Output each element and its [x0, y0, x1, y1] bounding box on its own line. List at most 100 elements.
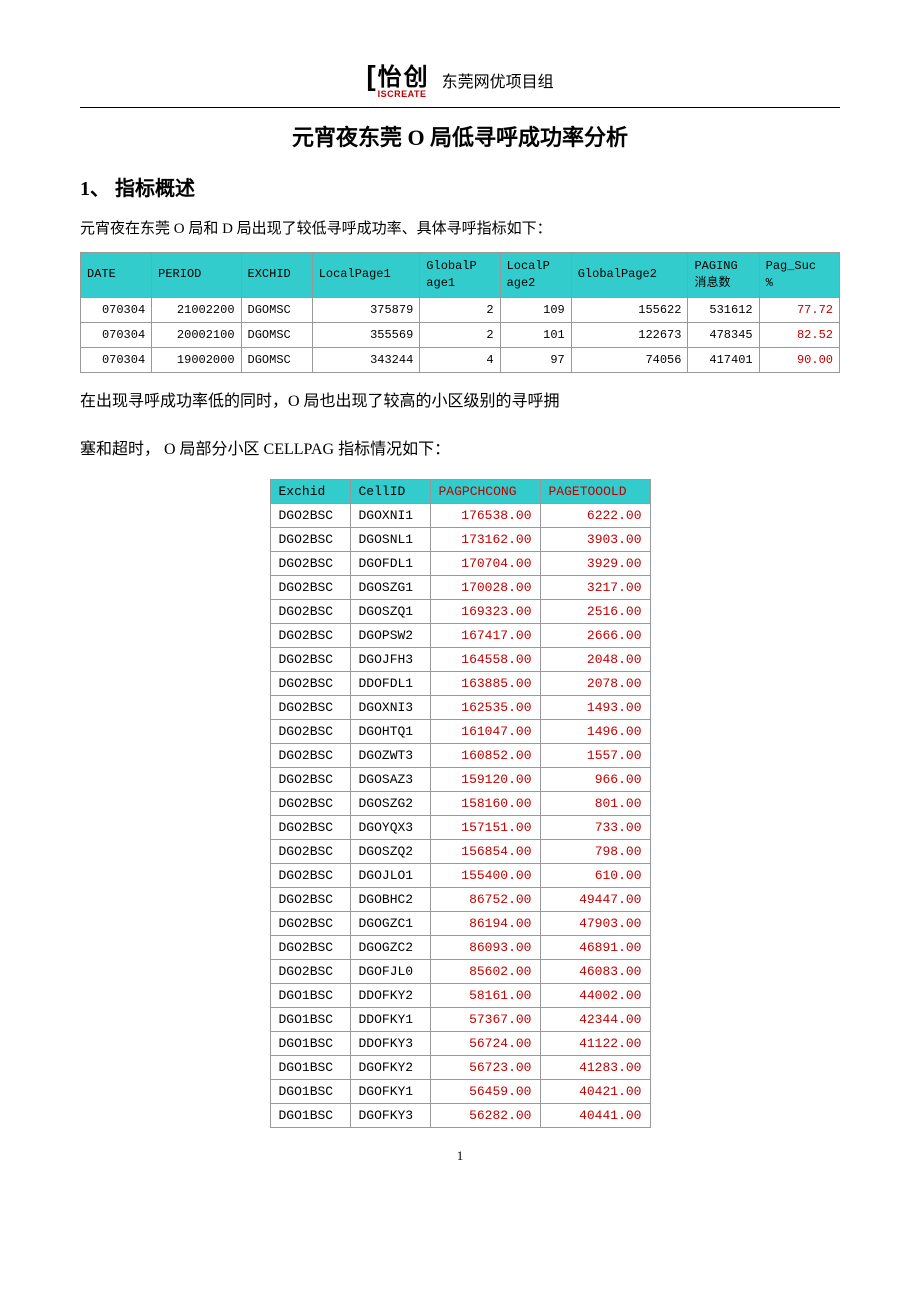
table-cell: 58161.00: [430, 984, 540, 1008]
table-cell: 49447.00: [540, 888, 650, 912]
table-cell: DGO2BSC: [270, 552, 350, 576]
table-cell: DGO2BSC: [270, 696, 350, 720]
table-header-cell: PAGING消息数: [688, 253, 759, 298]
table-header-cell: PAGETOOOLD: [540, 480, 650, 504]
table-cell: 90.00: [759, 347, 839, 372]
table-cell: 85602.00: [430, 960, 540, 984]
table-cell: 2: [420, 322, 500, 347]
table-cell: 56459.00: [430, 1080, 540, 1104]
logo: [ 怡创 ISCREATE: [366, 60, 429, 99]
table-row: DGO1BSCDGOFKY156459.0040421.00: [270, 1080, 650, 1104]
table-cell: DGOSZQ1: [350, 600, 430, 624]
table-cell: DGO2BSC: [270, 864, 350, 888]
table-cell: 2048.00: [540, 648, 650, 672]
table-cell: DGO2BSC: [270, 672, 350, 696]
table-cell: 4: [420, 347, 500, 372]
table-row: DGO2BSCDGOHTQ1161047.001496.00: [270, 720, 650, 744]
table-cell: DGO2BSC: [270, 960, 350, 984]
table-cell: DGOYQX3: [350, 816, 430, 840]
table-header-cell: PAGPCHCONG: [430, 480, 540, 504]
table-cell: 3929.00: [540, 552, 650, 576]
table-cell: DDOFKY1: [350, 1008, 430, 1032]
table-cell: DGO1BSC: [270, 1056, 350, 1080]
table-cell: DGO1BSC: [270, 1080, 350, 1104]
table-cell: 44002.00: [540, 984, 650, 1008]
table-cell: 1493.00: [540, 696, 650, 720]
table-cell: 167417.00: [430, 624, 540, 648]
table-cell: 162535.00: [430, 696, 540, 720]
table-cell: 966.00: [540, 768, 650, 792]
table-header-cell: CellID: [350, 480, 430, 504]
table-row: DGO2BSCDGOPSW2167417.002666.00: [270, 624, 650, 648]
table-cell: DDOFDL1: [350, 672, 430, 696]
table-cell: DGO2BSC: [270, 888, 350, 912]
table-cell: 156854.00: [430, 840, 540, 864]
table-cell: DGO2BSC: [270, 792, 350, 816]
table-cell: 070304: [81, 347, 152, 372]
table-cell: DDOFKY3: [350, 1032, 430, 1056]
table-cell: DGOGZC1: [350, 912, 430, 936]
table-cell: 2078.00: [540, 672, 650, 696]
table-cell: 46891.00: [540, 936, 650, 960]
table-header-cell: LocalPage1: [312, 253, 420, 298]
table-cell: DGO2BSC: [270, 816, 350, 840]
table-cell: DGO1BSC: [270, 1104, 350, 1128]
table-cell: DGOFKY1: [350, 1080, 430, 1104]
table-cell: 56723.00: [430, 1056, 540, 1080]
table-cell: DGO1BSC: [270, 1032, 350, 1056]
table-cell: 355569: [312, 322, 420, 347]
table-cell: 161047.00: [430, 720, 540, 744]
table-cell: DGOXNI1: [350, 504, 430, 528]
table-cell: DGOMSC: [241, 297, 312, 322]
table-cell: 1496.00: [540, 720, 650, 744]
table-cell: 40421.00: [540, 1080, 650, 1104]
table-cell: DGOFDL1: [350, 552, 430, 576]
table-header-cell: PERIOD: [152, 253, 241, 298]
table-cell: 176538.00: [430, 504, 540, 528]
table-cell: 46083.00: [540, 960, 650, 984]
table-cell: 610.00: [540, 864, 650, 888]
table-cell: 070304: [81, 322, 152, 347]
table-cell: 56724.00: [430, 1032, 540, 1056]
table-cell: DGO2BSC: [270, 768, 350, 792]
table-cell: DDOFKY2: [350, 984, 430, 1008]
table-cell: 417401: [688, 347, 759, 372]
table-cell: 478345: [688, 322, 759, 347]
table-cell: 531612: [688, 297, 759, 322]
table-cell: 74056: [571, 347, 688, 372]
table-cell: 1557.00: [540, 744, 650, 768]
table-cell: DGOGZC2: [350, 936, 430, 960]
table-cell: DGOBHC2: [350, 888, 430, 912]
table-cell: 41122.00: [540, 1032, 650, 1056]
logo-en: ISCREATE: [378, 90, 430, 99]
intro-paragraph: 元宵夜在东莞 O 局和 D 局出现了较低寻呼成功率、具体寻呼指标如下：: [80, 213, 840, 246]
section-number: 1、: [80, 178, 110, 200]
table-row: DGO1BSCDDOFKY157367.0042344.00: [270, 1008, 650, 1032]
table-cell: DGO2BSC: [270, 912, 350, 936]
logo-bracket-icon: [: [366, 60, 375, 92]
table-cell: DGO1BSC: [270, 984, 350, 1008]
table-cell: 798.00: [540, 840, 650, 864]
table-row: DGO2BSCDGOFJL085602.0046083.00: [270, 960, 650, 984]
table-cell: 41283.00: [540, 1056, 650, 1080]
table-cell: 109: [500, 297, 571, 322]
table-header-cell: DATE: [81, 253, 152, 298]
logo-text: 怡创 ISCREATE: [378, 66, 430, 99]
table-cell: 163885.00: [430, 672, 540, 696]
table-cell: 3217.00: [540, 576, 650, 600]
table-cell: DGO2BSC: [270, 624, 350, 648]
table-cell: 77.72: [759, 297, 839, 322]
table-row: DGO1BSCDDOFKY356724.0041122.00: [270, 1032, 650, 1056]
table-cell: 070304: [81, 297, 152, 322]
table-cell: DGOMSC: [241, 347, 312, 372]
table-cell: 173162.00: [430, 528, 540, 552]
table-cell: DGO2BSC: [270, 936, 350, 960]
table-row: DGO2BSCDGOXNI3162535.001493.00: [270, 696, 650, 720]
table-header-cell: EXCHID: [241, 253, 312, 298]
table-cell: 169323.00: [430, 600, 540, 624]
table-cell: DGOFKY3: [350, 1104, 430, 1128]
table-cell: DGOSZG1: [350, 576, 430, 600]
table-cell: DGOXNI3: [350, 696, 430, 720]
table-cell: DGOMSC: [241, 322, 312, 347]
table-header-cell: GlobalPage2: [571, 253, 688, 298]
